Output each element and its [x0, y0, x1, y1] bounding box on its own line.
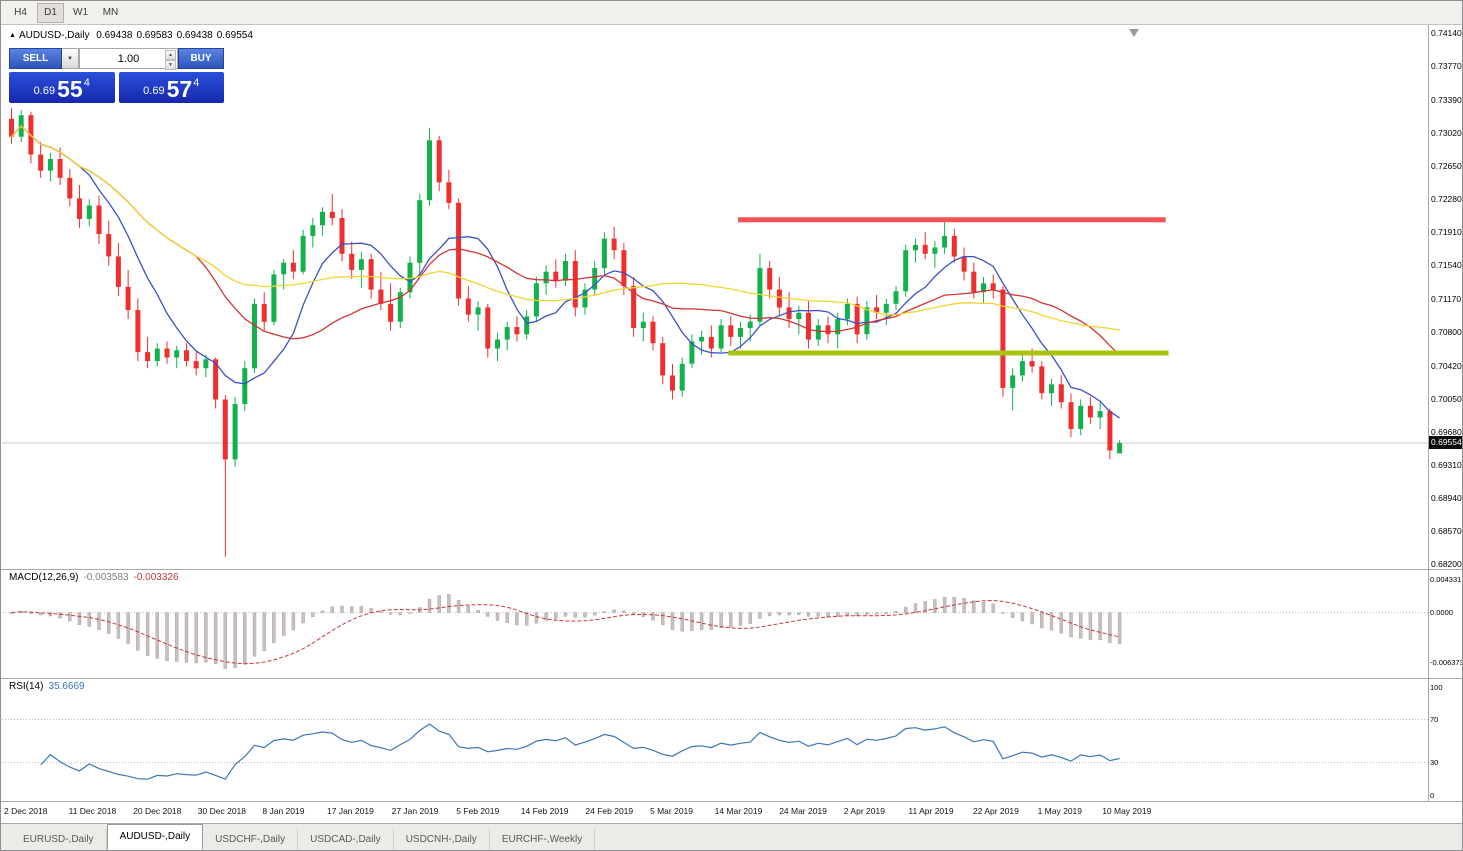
chart-shift-marker[interactable]	[1129, 29, 1139, 37]
sell-button[interactable]: SELL	[9, 48, 62, 69]
tab-usdcad-daily[interactable]: USDCAD-,Daily	[298, 829, 394, 850]
sell-price-prefix: 0.69	[33, 85, 56, 97]
chart-symbol-label: AUDUSD-,Daily	[18, 30, 90, 41]
ohlc-open-value: 0.69438	[96, 30, 133, 41]
ma-slow-line[interactable]	[11, 125, 1120, 331]
ma-fast-line[interactable]	[11, 125, 1120, 419]
volume-value: 1.00	[117, 52, 140, 65]
macd-signal-line	[11, 599, 1120, 665]
ohlc-close-value: 0.69554	[216, 30, 253, 41]
rsi-value: 35.6669	[48, 681, 85, 692]
buy-price-pipette: 4	[193, 77, 200, 89]
chart-tab-bar: EURUSD-,Daily AUDUSD-,Daily USDCHF-,Daily U…	[1, 823, 1462, 850]
current-price-tag: 0.69554	[1429, 436, 1462, 450]
candles-series	[9, 108, 1123, 557]
timeframe-mn-button[interactable]: MN	[102, 6, 119, 18]
sell-price-pips: 55	[57, 76, 83, 102]
macd-indicator-label: MACD(12,26,9) -0.003583 -0.003326	[9, 572, 179, 583]
volume-input[interactable]: 1.00 ▲ ▼	[79, 48, 178, 70]
timeframe-w1-button[interactable]: W1	[73, 6, 88, 18]
rsi-indicator-label: RSI(14) 35.6669	[9, 681, 85, 692]
ohlc-high-value: 0.69583	[136, 30, 173, 41]
volume-stepper: ▲ ▼	[165, 50, 176, 70]
rsi-name: RSI(14)	[9, 681, 44, 692]
timeframe-h4-button[interactable]: H4	[14, 6, 27, 18]
timeframe-d1-button[interactable]: D1	[37, 2, 64, 23]
timeframe-toolbar: H4 D1 W1 MN	[1, 1, 1462, 25]
macd-signal-value: -0.003326	[133, 572, 179, 583]
tab-eurusd-daily[interactable]: EURUSD-,Daily	[11, 829, 107, 850]
tab-usdcnh-daily[interactable]: USDCNH-,Daily	[394, 829, 490, 850]
macd-name: MACD(12,26,9)	[9, 572, 79, 583]
ohlc-low-value: 0.69438	[176, 30, 213, 41]
buy-button[interactable]: BUY	[178, 48, 224, 69]
buy-price-button[interactable]: 0.69 57 4	[118, 72, 224, 103]
rsi-line	[40, 723, 1120, 780]
sell-price-button[interactable]: 0.69 55 4	[9, 72, 115, 103]
spin-down-icon[interactable]: ▼	[165, 60, 176, 70]
one-click-collapse-arrow[interactable]: ▲	[9, 32, 16, 39]
macd-main-value: -0.003583	[83, 572, 129, 583]
buy-price-pips: 57	[166, 76, 193, 102]
chevron-down-icon: ▼	[67, 55, 73, 62]
order-type-dropdown[interactable]: ▼	[62, 48, 79, 69]
chart-ohlc-header: ▲ AUDUSD-,Daily 0.69438 0.69583 0.69438 0.69…	[9, 30, 257, 41]
spin-up-icon[interactable]: ▲	[165, 50, 176, 60]
macd-histogram	[9, 594, 1122, 669]
one-click-trading-panel: SELL ▼ 1.00 ▲ ▼ BUY 0.69 55 4 0.69 57 4	[9, 48, 224, 103]
tab-eurchf-weekly[interactable]: EURCHF-,Weekly	[490, 829, 596, 850]
sell-price-pipette: 4	[83, 77, 90, 89]
buy-price-prefix: 0.69	[143, 85, 165, 97]
tab-audusd-daily[interactable]: AUDUSD-,Daily	[106, 824, 204, 850]
tab-usdchf-daily[interactable]: USDCHF-,Daily	[203, 829, 299, 850]
